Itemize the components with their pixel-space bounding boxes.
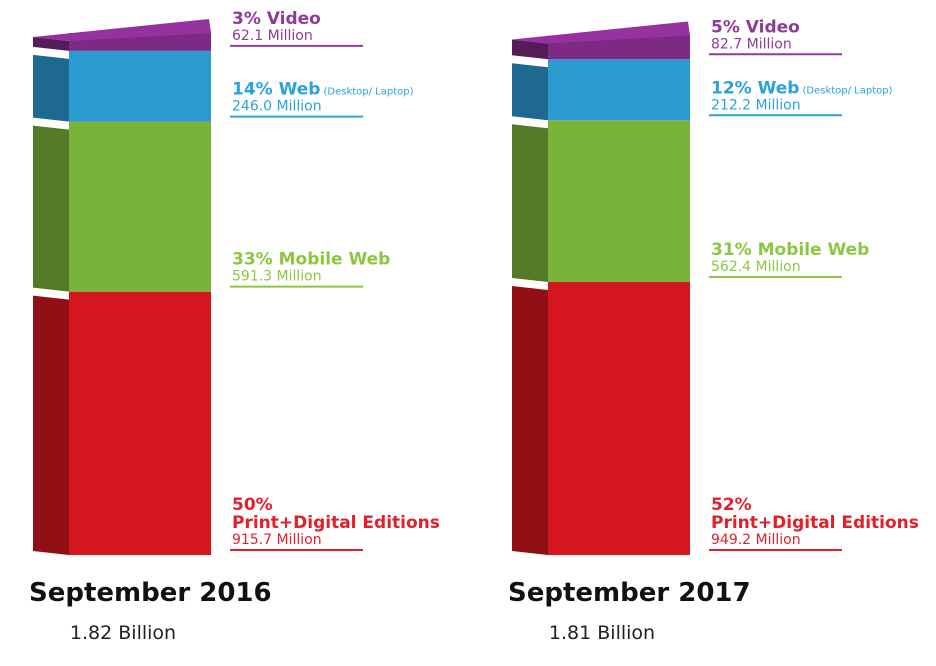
bar-side — [512, 63, 548, 121]
bar — [548, 282, 690, 555]
chart-subtitle: 1.81 Billion — [549, 622, 655, 644]
series-name: Web — [279, 80, 321, 100]
value-label: 562.4 Million — [711, 259, 801, 275]
share: 33% — [232, 250, 273, 270]
segment — [512, 59, 690, 121]
value-label: 591.3 Million — [232, 269, 322, 285]
share: 12% — [711, 78, 752, 98]
value-label: 62.1 Million — [232, 28, 313, 44]
share: 52% — [711, 495, 752, 515]
bar-side — [33, 54, 69, 122]
share: 3% — [232, 9, 261, 29]
series-label: 31% Mobile Web — [711, 240, 869, 260]
bar-side — [512, 286, 548, 555]
chart-title: September 2016 — [29, 578, 272, 608]
bar-top — [512, 21, 690, 44]
segment — [33, 121, 211, 292]
bar — [69, 50, 211, 122]
series-label: 50% Print+Digital Editions — [232, 495, 440, 533]
series-name: Video — [267, 9, 321, 29]
series-label: 12% Web (Desktop/ Laptop) — [711, 78, 893, 98]
bar-side — [33, 37, 69, 51]
segment — [33, 291, 211, 555]
share: 14% — [232, 80, 273, 100]
value-label: 82.7 Million — [711, 36, 792, 52]
segment — [33, 50, 211, 122]
share: 31% — [711, 240, 752, 260]
segment — [512, 120, 690, 283]
segment — [512, 21, 690, 60]
value-label: 246.0 Million — [232, 99, 322, 115]
bar — [548, 59, 690, 121]
chart-subtitle: 1.82 Billion — [70, 622, 176, 644]
note: (Desktop/ Laptop) — [802, 85, 892, 96]
series-name: Mobile Web — [758, 240, 870, 260]
series-label: 3% Video — [232, 9, 321, 29]
note: (Desktop/ Laptop) — [323, 87, 413, 98]
bar-top — [33, 19, 211, 41]
segment — [512, 282, 690, 555]
bar — [69, 291, 211, 555]
bar-side — [33, 295, 69, 555]
series-label: 5% Video — [711, 17, 800, 37]
value-label: 949.2 Million — [711, 532, 801, 548]
share: 5% — [711, 17, 740, 37]
bar — [548, 120, 690, 283]
series-label: 14% Web (Desktop/ Laptop) — [232, 80, 414, 100]
series-name: Video — [746, 17, 800, 37]
series-label: 33% Mobile Web — [232, 250, 390, 270]
share: 50% — [232, 495, 273, 515]
series-label: 52% Print+Digital Editions — [711, 495, 919, 533]
series-name: Web — [758, 78, 800, 98]
value-label: 212.2 Million — [711, 97, 801, 113]
series-name: Print+Digital Editions — [711, 513, 919, 533]
bar-side — [33, 125, 69, 292]
series-name: Mobile Web — [279, 250, 391, 270]
bar — [69, 121, 211, 292]
series-name: Print+Digital Editions — [232, 513, 440, 533]
bar-side — [512, 124, 548, 283]
chart-title: September 2017 — [508, 578, 751, 608]
value-label: 915.7 Million — [232, 532, 322, 548]
segment — [33, 19, 211, 51]
bar-side — [512, 39, 548, 60]
